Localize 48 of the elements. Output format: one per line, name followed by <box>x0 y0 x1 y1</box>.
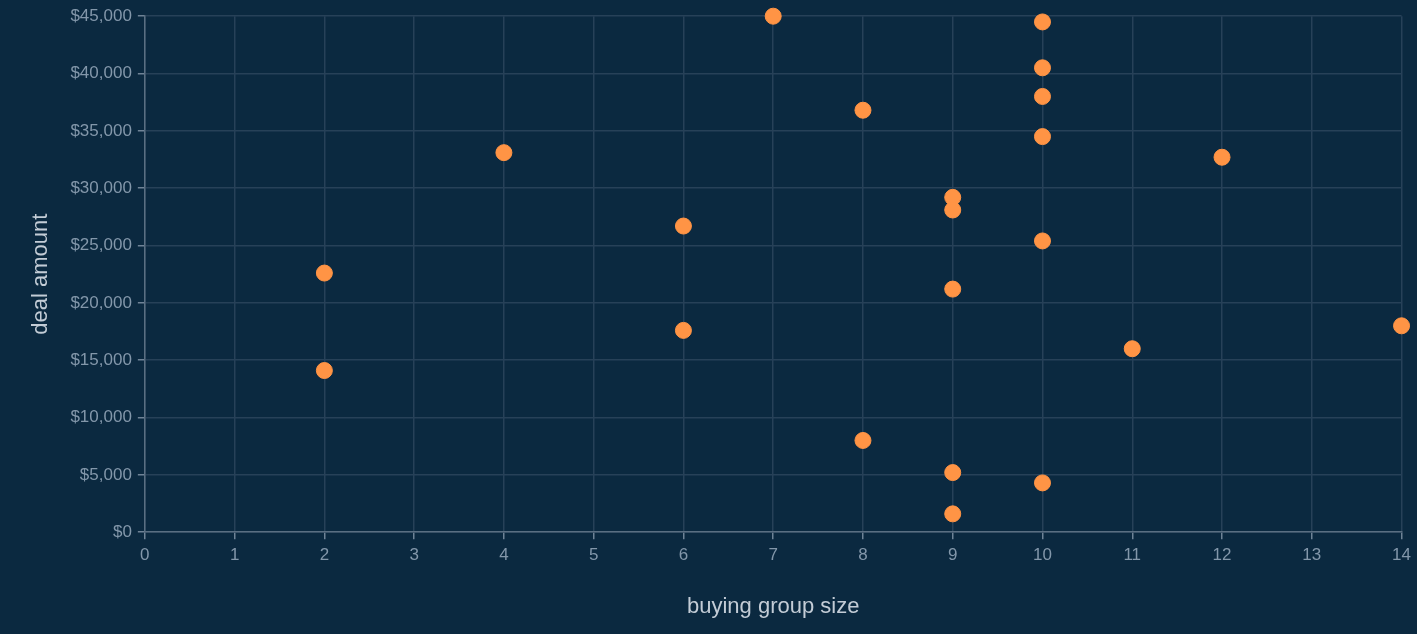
x-tick-label: 5 <box>588 545 599 565</box>
point <box>944 280 962 298</box>
point <box>674 217 692 235</box>
y-tick-label: $45,000 <box>70 5 132 25</box>
point <box>1393 317 1411 335</box>
point <box>315 264 333 282</box>
y-tick-label: $0 <box>112 521 132 541</box>
point <box>1033 232 1051 250</box>
y-tick-label: $35,000 <box>70 120 132 140</box>
point <box>854 101 872 119</box>
x-axis-title: buying group size <box>686 592 860 618</box>
point <box>854 431 872 449</box>
x-tick-label: 8 <box>858 545 868 565</box>
point <box>944 505 962 523</box>
point <box>944 201 962 219</box>
x-tick-label: 11 <box>1123 545 1142 565</box>
point <box>674 321 692 339</box>
point <box>1033 13 1051 31</box>
point <box>1033 474 1051 492</box>
point <box>944 464 962 482</box>
point <box>1213 148 1231 166</box>
y-axis-title: deal amount <box>27 213 53 335</box>
point <box>1033 128 1051 146</box>
y-tick-label: $40,000 <box>70 63 132 83</box>
x-tick-label: 4 <box>499 545 509 565</box>
point <box>1033 59 1051 77</box>
x-tick-label: 0 <box>140 545 150 565</box>
x-tick-label: 7 <box>768 545 778 565</box>
point <box>495 144 513 162</box>
point <box>315 362 333 380</box>
y-tick-label: $15,000 <box>70 349 132 369</box>
y-tick-label: $5,000 <box>79 464 132 484</box>
y-tick-label: $20,000 <box>70 292 132 312</box>
x-tick-label: 13 <box>1302 545 1322 565</box>
point <box>764 7 782 25</box>
y-tick-label: $25,000 <box>70 235 132 255</box>
y-tick-label: $30,000 <box>70 177 132 197</box>
x-tick-label: 2 <box>319 545 330 565</box>
x-tick-label: 9 <box>947 545 958 565</box>
y-tick-label: $10,000 <box>70 407 132 427</box>
point <box>1033 87 1051 105</box>
x-tick-label: 3 <box>409 545 419 565</box>
x-tick-label: 14 <box>1392 545 1412 565</box>
x-tick-label: 12 <box>1212 545 1232 565</box>
x-tick-label: 6 <box>678 545 689 565</box>
x-tick-label: 1 <box>229 545 240 565</box>
x-tick-label: 10 <box>1033 545 1052 565</box>
point <box>1123 340 1141 358</box>
